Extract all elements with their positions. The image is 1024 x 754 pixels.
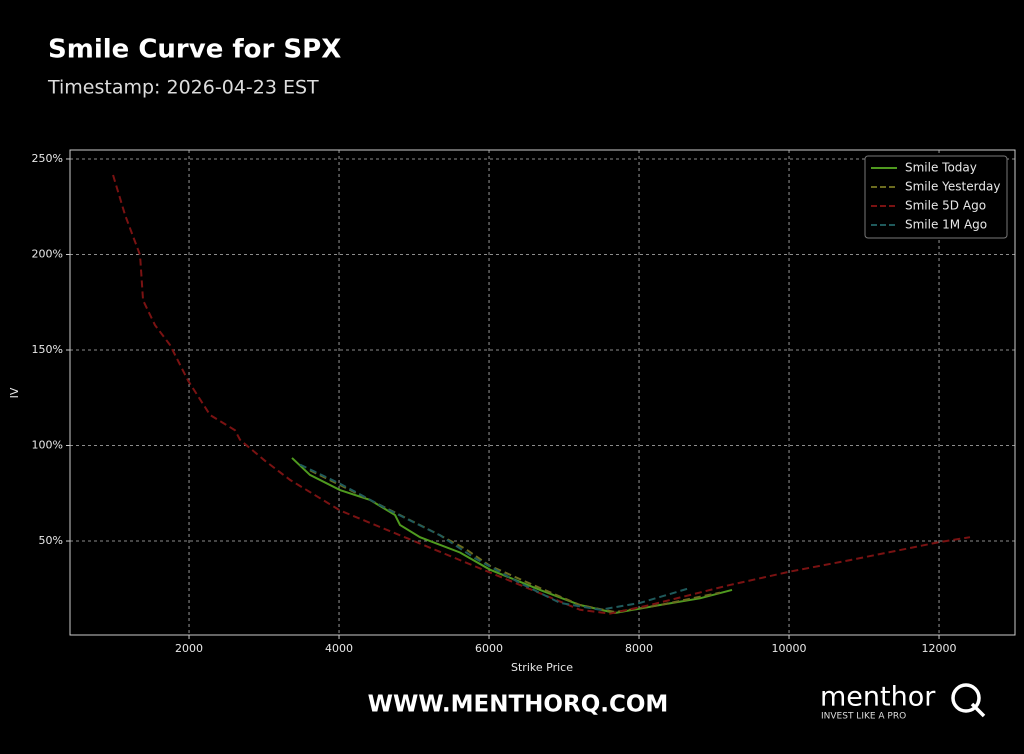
legend-label: Smile Today [905, 161, 977, 175]
x-tick-label: 2000 [175, 642, 203, 655]
legend-label: Smile Yesterday [905, 180, 1000, 194]
logo-tail [970, 702, 986, 718]
chart-title: Smile Curve for SPX [48, 35, 341, 65]
series-line [112, 174, 971, 615]
logo-text: menthor [820, 682, 936, 713]
y-tick-label: 50% [39, 534, 63, 547]
plot-frame [69, 149, 1016, 636]
series-line [299, 463, 691, 611]
y-tick-label: 100% [32, 439, 63, 452]
legend-label: Smile 5D Ago [905, 199, 986, 213]
tagline: INVEST LIKE A PRO [821, 712, 906, 722]
x-tick-label: 12000 [922, 642, 957, 655]
logo-ring [951, 683, 981, 713]
legend-label: Smile 1M Ago [905, 218, 987, 232]
x-tick-label: 4000 [325, 642, 353, 655]
legend-box [864, 155, 1008, 239]
x-tick-label: 10000 [772, 642, 807, 655]
chart-subtitle: Timestamp: 2026-04-23 EST [47, 77, 319, 99]
x-tick-label: 6000 [475, 642, 503, 655]
x-tick-label: 8000 [625, 642, 653, 655]
website: WWW.MENTHORQ.COM [368, 692, 669, 718]
y-axis-label: IV [8, 387, 21, 398]
y-tick-label: 150% [32, 343, 63, 356]
y-tick-label: 250% [32, 152, 63, 165]
x-axis-label: Strike Price [511, 661, 573, 674]
y-tick-label: 200% [32, 247, 63, 260]
